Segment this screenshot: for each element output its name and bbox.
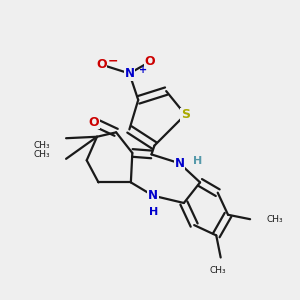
Text: S: S (181, 108, 190, 121)
Text: O: O (145, 55, 155, 68)
Text: CH₃: CH₃ (33, 141, 50, 150)
Text: N: N (124, 67, 134, 80)
Text: CH₃: CH₃ (266, 215, 283, 224)
Text: N: N (174, 157, 184, 170)
Text: O: O (96, 58, 107, 71)
Text: N: N (148, 189, 158, 202)
Text: H: H (149, 207, 158, 217)
Text: CH₃: CH₃ (210, 266, 226, 275)
Text: +: + (140, 65, 148, 76)
Text: O: O (89, 116, 99, 128)
Text: −: − (108, 55, 119, 68)
Text: H: H (193, 156, 202, 166)
Text: CH₃: CH₃ (33, 150, 50, 159)
